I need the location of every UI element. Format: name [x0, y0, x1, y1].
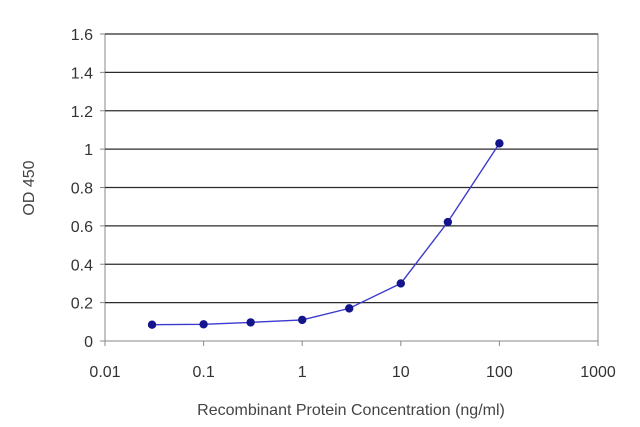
data-point-3: [298, 315, 307, 325]
y-tick-label-4: 0.8: [71, 181, 93, 198]
x-tick-label-1: 0.1: [192, 364, 214, 381]
y-tick-label-0: 0: [84, 334, 93, 351]
gridlines: [105, 33, 598, 304]
data-point-1: [199, 320, 208, 329]
y-axis-ticks: 0 0.2 0.4 0.6 0.8 1 1.2 1.4 1.6: [71, 27, 105, 351]
data-point-6: [443, 217, 453, 227]
x-tick-label-3: 10: [392, 364, 410, 381]
y-tick-label-1: 0.2: [71, 296, 93, 313]
y-tick-label-8: 1.6: [71, 27, 93, 44]
y-tick-label-2: 0.4: [71, 257, 93, 274]
data-point-7: [495, 139, 504, 148]
x-axis-ticks: 0.01 0.1 1 10 100 1000: [89, 341, 616, 381]
series-line-0: [151, 143, 500, 326]
data-point-4: [345, 304, 354, 313]
data-point-5: [396, 279, 405, 288]
x-tick-label-5: 1000: [580, 364, 616, 381]
data-point-2: [246, 318, 255, 327]
data-point-0: [147, 320, 157, 329]
series-group: [147, 139, 504, 329]
y-tick-label-3: 0.6: [71, 219, 93, 236]
x-tick-label-0: 0.01: [89, 364, 120, 381]
y-tick-label-7: 1.4: [71, 65, 93, 82]
x-axis-title: Recombinant Protein Concentration (ng/ml…: [197, 402, 505, 419]
x-tick-label-4: 100: [486, 364, 513, 381]
y-tick-label-5: 1: [84, 142, 93, 159]
y-tick-label-6: 1.2: [71, 104, 93, 121]
y-axis-title: OD 450: [21, 160, 38, 215]
x-tick-label-2: 1: [298, 364, 307, 381]
